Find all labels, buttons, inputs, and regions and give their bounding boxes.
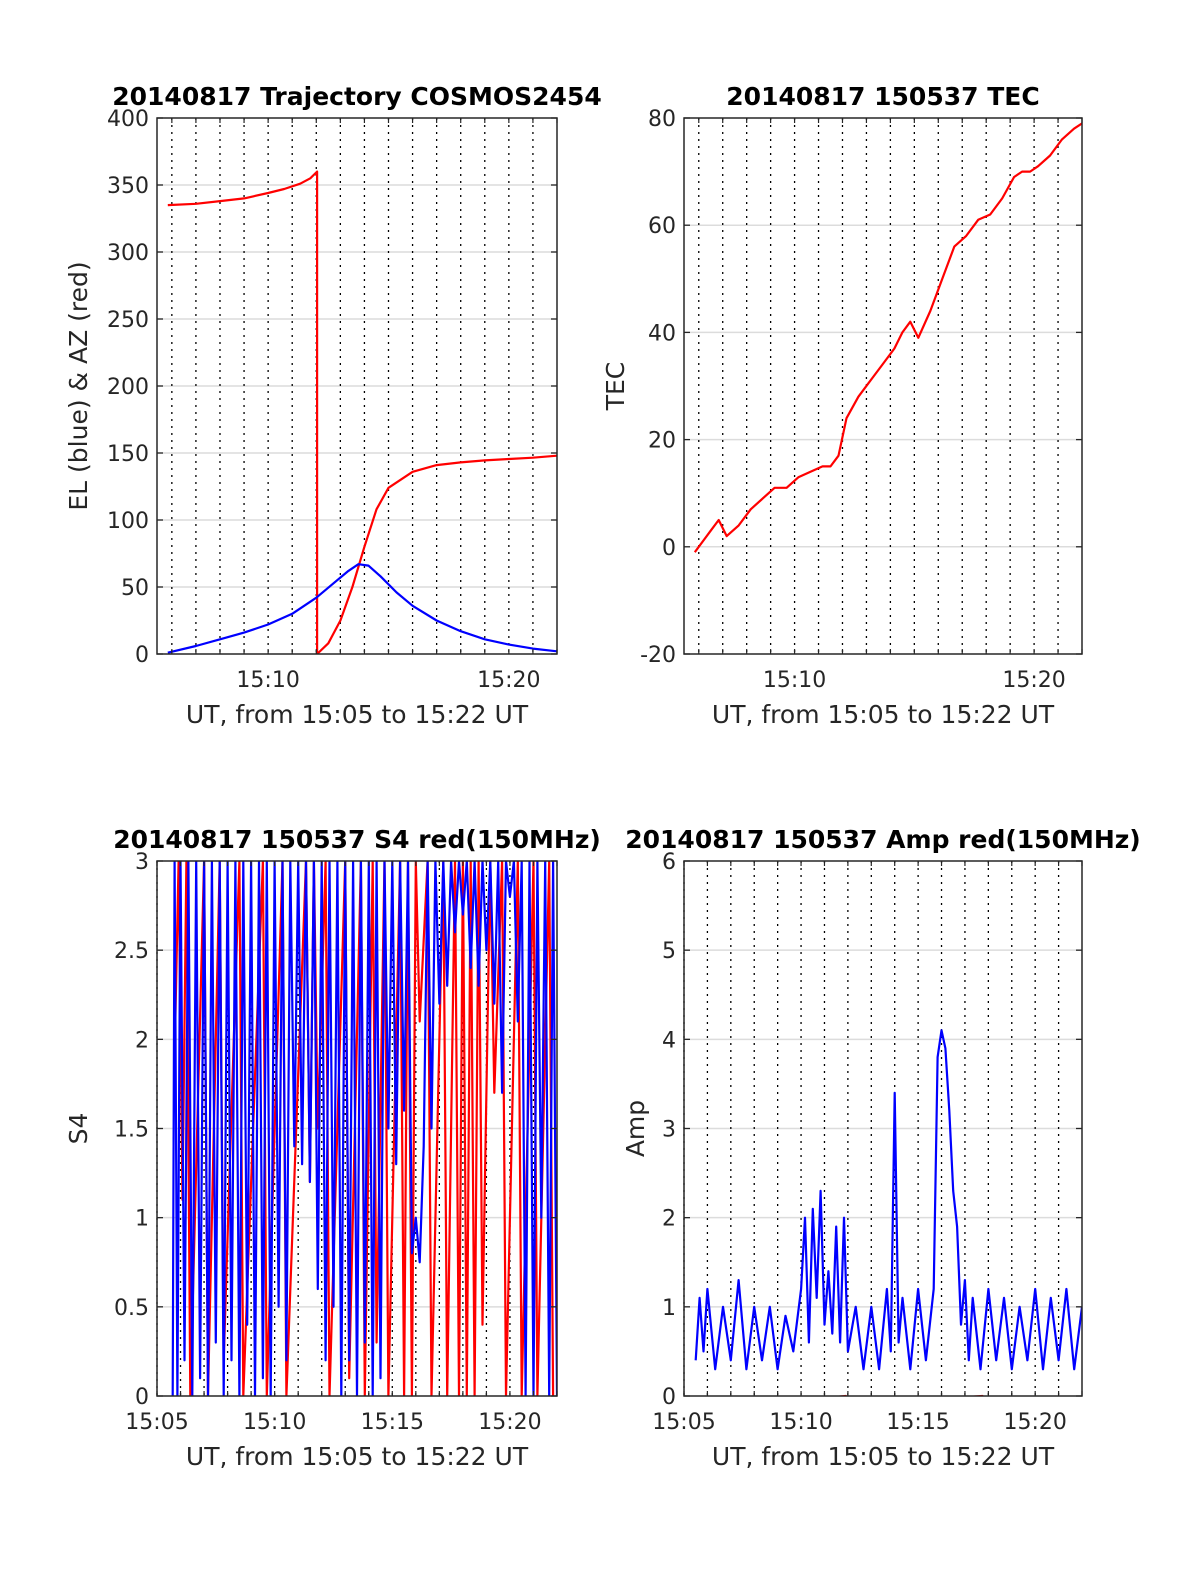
series-group (693, 122, 1082, 553)
y-tick-label: 80 (648, 107, 676, 132)
series-line-1 (694, 1029, 1082, 1371)
x-tick-label: 15:10 (769, 1410, 832, 1435)
y-axis-label: Amp (621, 1100, 650, 1157)
x-tick-label: 15:20 (477, 668, 540, 693)
chart-title: 20140817 150537 TEC (726, 82, 1039, 111)
y-tick-label: 300 (107, 241, 149, 266)
y-tick-label: 20 (648, 429, 676, 454)
chart-title: 20140817 150537 S4 red(150MHz) (113, 825, 601, 854)
y-tick-label: 60 (648, 214, 676, 239)
chart-s4: 0 0.5 1 1.5 2 2.5 3 15:05 15:10 15:15 15:20 2014081… (64, 825, 601, 1471)
y-tick-label: 50 (121, 576, 149, 601)
y-tick-label: 0 (135, 643, 149, 668)
y-axis-label: S4 (64, 1113, 93, 1145)
y-tick-label: 200 (107, 375, 149, 400)
x-tick-label: 15:20 (1003, 1410, 1066, 1435)
x-tick-label: 15:10 (763, 668, 826, 693)
series-line-0 (693, 122, 1082, 553)
y-tick-label: 2 (135, 1028, 149, 1053)
x-tick-label: 15:15 (886, 1410, 949, 1435)
y-axis-label: EL (blue) & AZ (red) (64, 261, 93, 510)
y-tick-label: 1 (662, 1296, 676, 1321)
y-tick-label: -20 (640, 643, 676, 668)
chart-title: 20140817 150537 Amp red(150MHz) (625, 825, 1141, 854)
y-tick-label: 40 (648, 321, 676, 346)
x-tick-label: 15:05 (125, 1410, 188, 1435)
x-axis-label: UT, from 15:05 to 15:22 UT (186, 700, 529, 729)
x-tick-label: 15:15 (361, 1410, 424, 1435)
y-tick-label: 350 (107, 174, 149, 199)
y-tick-label: 150 (107, 442, 149, 467)
y-tick-label: 3 (662, 1118, 676, 1143)
series-line-0 (167, 170, 557, 654)
chart-tec: -20 0 20 40 60 80 15:10 15:20 20140817 150537 TE… (601, 82, 1083, 729)
series-group (694, 1029, 1082, 1396)
y-tick-label: 3 (135, 850, 149, 875)
series-line-1 (167, 563, 557, 654)
x-axis-label: UT, from 15:05 to 15:22 UT (712, 1442, 1055, 1471)
y-tick-label: 100 (107, 509, 149, 534)
axes-box (683, 117, 1083, 655)
y-tick-label: 4 (662, 1028, 676, 1053)
y-tick-label: 400 (107, 107, 149, 132)
y-tick-label: 0 (135, 1385, 149, 1410)
x-tick-label: 15:10 (236, 668, 299, 693)
y-tick-label: 1.5 (114, 1118, 149, 1143)
y-tick-label: 0 (662, 1385, 676, 1410)
chart-amp: 0 1 2 3 4 5 6 15:05 15:10 15:15 15:20 20140817 1505… (621, 825, 1141, 1471)
x-tick-label: 15:10 (243, 1410, 306, 1435)
chart-title: 20140817 Trajectory COSMOS2454 (112, 82, 602, 111)
series-group (171, 861, 557, 1396)
series-group (167, 170, 557, 654)
x-tick-label: 15:20 (1002, 668, 1065, 693)
y-tick-label: 0 (662, 536, 676, 561)
y-tick-label: 5 (662, 939, 676, 964)
series-line-0 (173, 861, 555, 1396)
y-tick-label: 2 (662, 1207, 676, 1232)
x-axis-label: UT, from 15:05 to 15:22 UT (186, 1442, 529, 1471)
x-axis-label: UT, from 15:05 to 15:22 UT (712, 700, 1055, 729)
chart-trajectory: 0 50 100 150 200 250 300 350 400 15:10 15:20 201408… (64, 82, 602, 729)
y-tick-label: 2.5 (114, 939, 149, 964)
y-tick-label: 6 (662, 850, 676, 875)
y-tick-label: 1 (135, 1207, 149, 1232)
x-tick-label: 15:05 (652, 1410, 715, 1435)
y-axis-label: TEC (601, 362, 630, 412)
series-line-1 (171, 861, 557, 1396)
y-tick-label: 250 (107, 308, 149, 333)
y-tick-label: 0.5 (114, 1296, 149, 1321)
x-tick-label: 15:20 (478, 1410, 541, 1435)
